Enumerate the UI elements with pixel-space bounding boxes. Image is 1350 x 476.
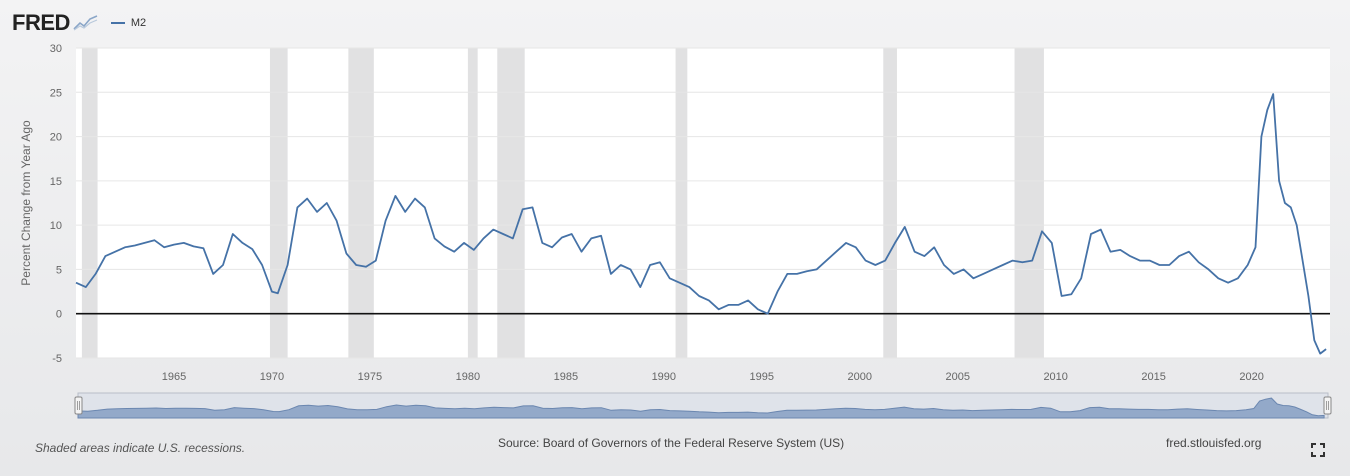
source-text: Source: Board of Governors of the Federa… <box>498 436 845 450</box>
fullscreen-icon[interactable] <box>1311 443 1325 457</box>
legend-label-m2: M2 <box>130 17 147 29</box>
recession-band <box>81 48 98 358</box>
x-tick-label: 1975 <box>358 371 382 383</box>
y-tick-label: 0 <box>56 309 62 321</box>
x-tick-label: 1995 <box>750 371 774 383</box>
recession-note: Shaded areas indicate U.S. recessions. <box>35 441 246 455</box>
x-tick-label: 2010 <box>1043 371 1067 383</box>
x-tick-label: 1985 <box>554 371 578 383</box>
y-tick-label: -5 <box>52 353 62 365</box>
y-tick-label: 15 <box>50 176 62 188</box>
x-tick-label: 1965 <box>162 371 186 383</box>
fred-logo[interactable]: FRED <box>12 10 70 35</box>
x-tick-label: 2015 <box>1141 371 1165 383</box>
chart-legend[interactable]: M2 <box>110 17 147 29</box>
site-link[interactable]: fred.stlouisfed.org <box>1166 436 1262 450</box>
range-handle-right-icon[interactable] <box>1323 396 1332 415</box>
x-tick-label: 2000 <box>848 371 872 383</box>
x-tick-label: 2005 <box>945 371 969 383</box>
x-tick-label: 2020 <box>1239 371 1263 383</box>
recession-band <box>497 48 525 358</box>
y-tick-label: 25 <box>50 87 62 99</box>
recession-band <box>1014 48 1044 358</box>
recession-band <box>883 48 897 358</box>
x-tick-label: 1980 <box>456 371 480 383</box>
chart-header: FRED M2 <box>12 8 146 38</box>
recession-band <box>675 48 688 358</box>
range-handle-left-icon[interactable] <box>74 396 83 415</box>
y-tick-label: 5 <box>56 264 62 276</box>
legend-swatch <box>110 22 125 24</box>
x-tick-label: 1970 <box>260 371 284 383</box>
y-axis-label: Percent Change from Year Ago <box>19 120 33 286</box>
navigator-series-area <box>77 397 1325 419</box>
x-tick-label: 1990 <box>652 371 676 383</box>
recession-band <box>269 48 288 358</box>
recession-band <box>348 48 374 358</box>
y-tick-label: 30 <box>50 43 62 55</box>
y-tick-label: 10 <box>50 220 62 232</box>
recession-band <box>467 48 478 358</box>
chart-spark-icon <box>73 15 98 31</box>
plot-area <box>76 48 1330 358</box>
series-line-m2 <box>75 93 1327 355</box>
y-tick-label: 20 <box>50 132 62 144</box>
